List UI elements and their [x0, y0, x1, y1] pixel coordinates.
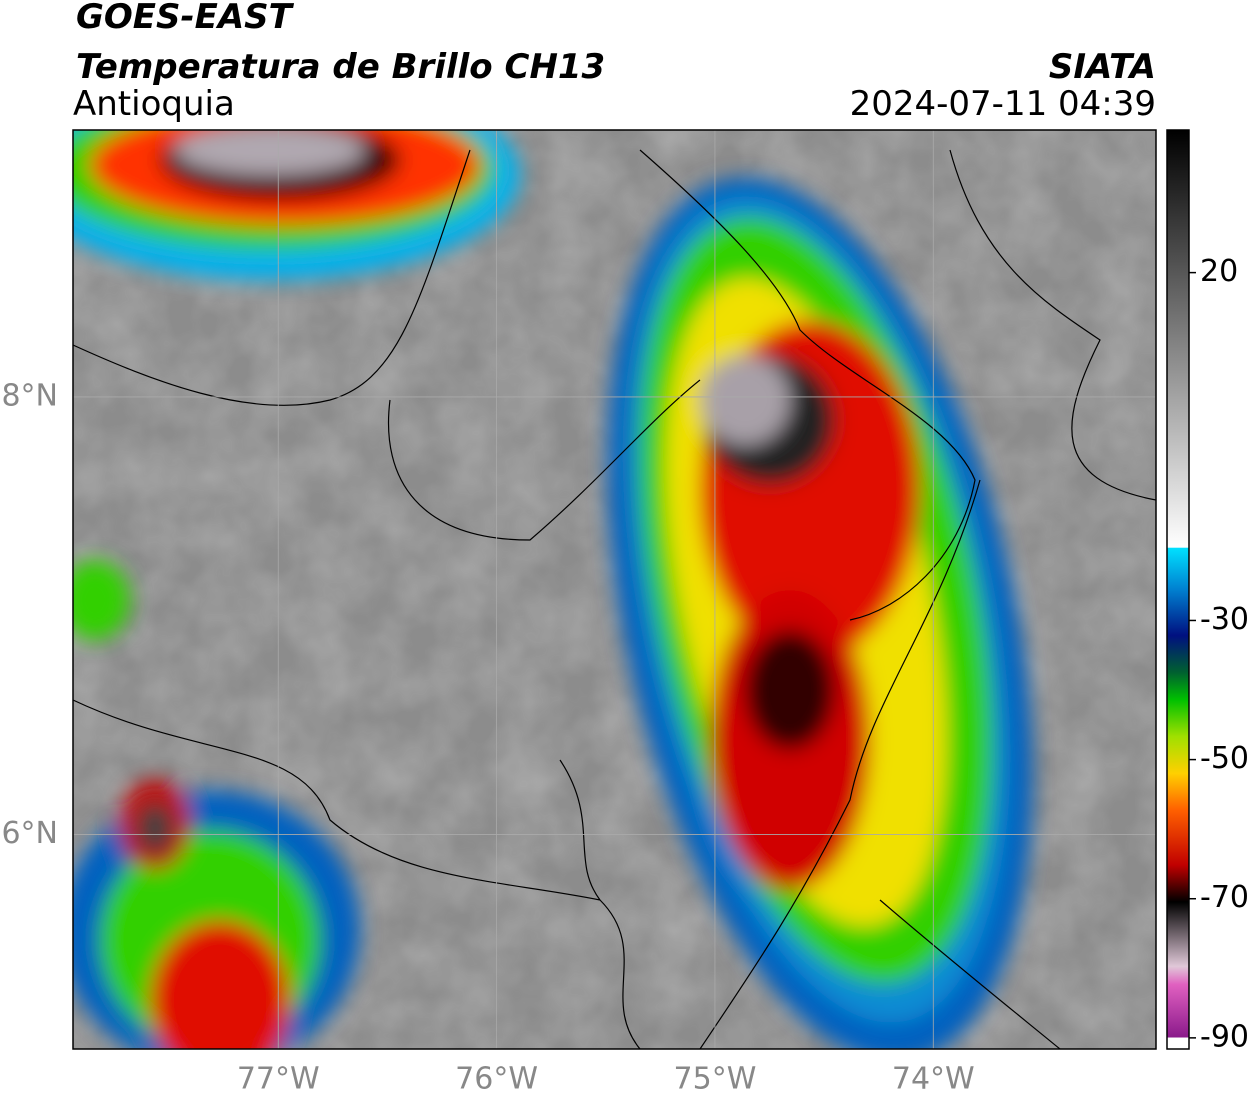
colorbar-tick-label: -30 [1200, 602, 1249, 637]
lon-tick-label: 76°W [455, 1062, 538, 1097]
lon-tick-label: 75°W [674, 1062, 757, 1097]
source: SIATA [1049, 47, 1156, 87]
colorbar-tick-label: -50 [1200, 741, 1249, 776]
datetime: 2024-07-11 04:39 [850, 84, 1156, 124]
graticule [73, 130, 1156, 1049]
lon-tick-label: 77°W [237, 1062, 320, 1097]
colorbar-tick-label: 20 [1200, 254, 1238, 289]
plot-frame [72, 129, 1157, 1050]
lon-tick-label: 74°W [892, 1062, 975, 1097]
colorbar-tick-label: -90 [1200, 1019, 1249, 1054]
region: Antioquia [73, 84, 235, 124]
satellite-image [73, 130, 1156, 1049]
colorbar [1166, 129, 1190, 1050]
satellite: GOES-EAST [76, 0, 295, 37]
lat-tick-label: 8°N [1, 378, 58, 413]
lat-tick-label: 6°N [1, 816, 58, 851]
product: Temperatura de Brillo CH13 [76, 47, 605, 87]
colorbar-tick-label: -70 [1200, 880, 1249, 915]
borders [73, 149, 1156, 1049]
